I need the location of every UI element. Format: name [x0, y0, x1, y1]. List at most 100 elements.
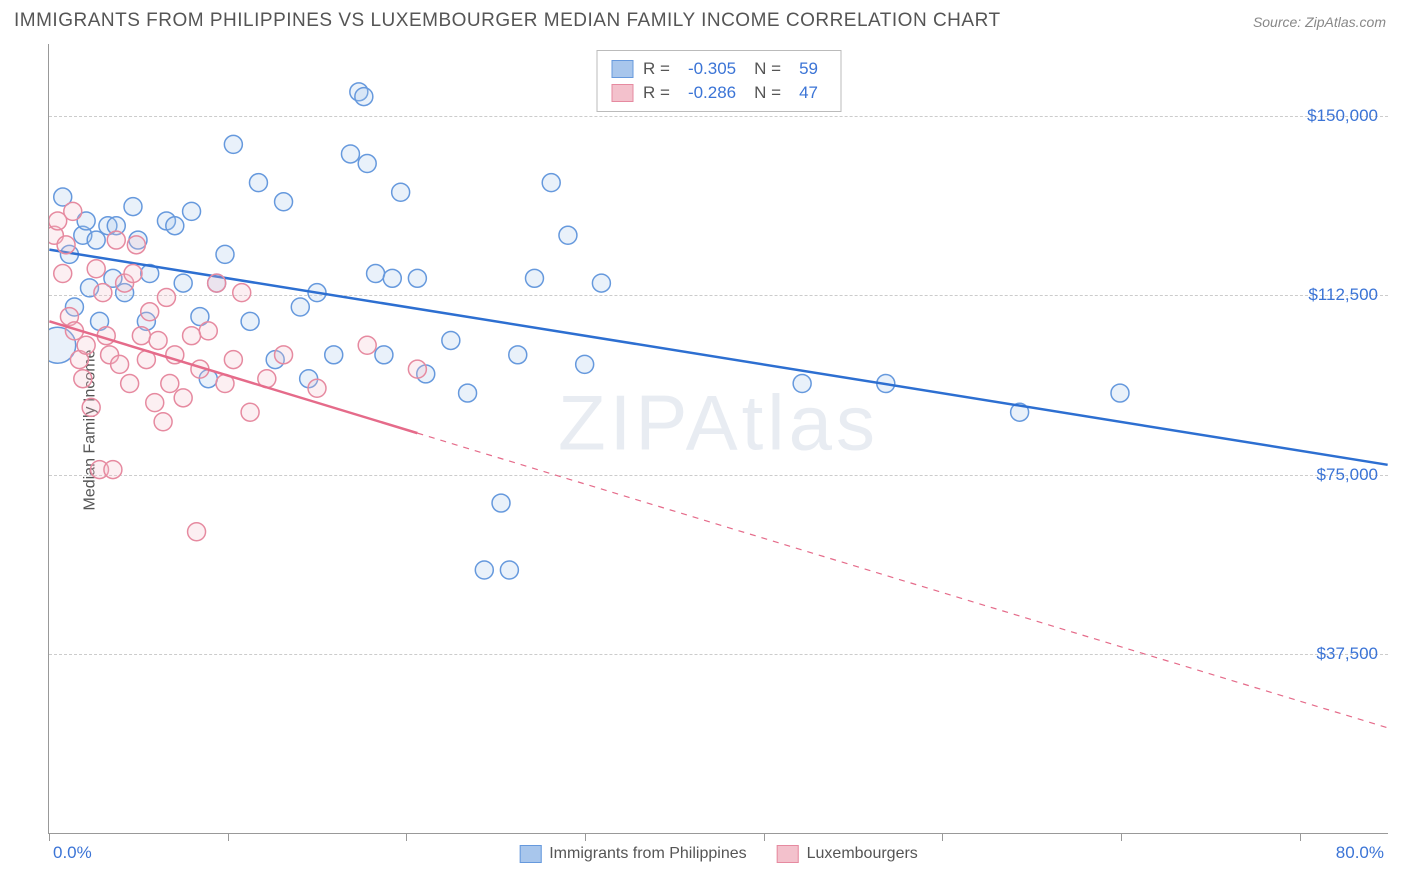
scatter-point [64, 202, 82, 220]
scatter-point [188, 523, 206, 541]
legend-swatch-bottom-1 [777, 845, 799, 863]
legend-swatch-bottom-0 [519, 845, 541, 863]
scatter-point [358, 336, 376, 354]
scatter-point [291, 298, 309, 316]
series-name-0: Immigrants from Philippines [549, 845, 746, 863]
scatter-point [492, 494, 510, 512]
scatter-point [275, 346, 293, 364]
legend-item-series-1: Luxembourgers [777, 845, 918, 863]
scatter-point [592, 274, 610, 292]
x-tick-mark [49, 833, 50, 841]
legend-swatch-series-0 [611, 60, 633, 78]
scatter-point [124, 265, 142, 283]
scatter-point [174, 274, 192, 292]
scatter-point [208, 274, 226, 292]
scatter-point [793, 375, 811, 393]
scatter-point [355, 88, 373, 106]
scatter-point [241, 403, 259, 421]
scatter-point [74, 370, 92, 388]
scatter-point [54, 265, 72, 283]
scatter-point [124, 198, 142, 216]
scatter-point [111, 355, 129, 373]
scatter-point [442, 331, 460, 349]
x-tick-mark [764, 833, 765, 841]
scatter-point [525, 269, 543, 287]
scatter-point [325, 346, 343, 364]
scatter-point [224, 351, 242, 369]
x-tick-mark [942, 833, 943, 841]
scatter-point [408, 360, 426, 378]
scatter-point [576, 355, 594, 373]
scatter-point [157, 288, 175, 306]
scatter-point [233, 284, 251, 302]
scatter-point [408, 269, 426, 287]
scatter-point [146, 394, 164, 412]
scatter-point [161, 375, 179, 393]
scatter-point [183, 202, 201, 220]
scatter-point [94, 284, 112, 302]
series-legend: Immigrants from Philippines Luxembourger… [519, 845, 918, 863]
n-value-series-1: 47 [791, 83, 826, 103]
scatter-point [57, 236, 75, 254]
r-value-series-0: -0.305 [680, 59, 744, 79]
x-tick-mark [1300, 833, 1301, 841]
scatter-point [341, 145, 359, 163]
scatter-point [104, 461, 122, 479]
scatter-point [1111, 384, 1129, 402]
scatter-point [121, 375, 139, 393]
scatter-point [308, 379, 326, 397]
r-value-series-1: -0.286 [680, 83, 744, 103]
scatter-svg [49, 44, 1388, 833]
x-axis-max-label: 80.0% [1336, 843, 1384, 863]
scatter-point [216, 245, 234, 263]
scatter-point [559, 226, 577, 244]
scatter-point [132, 327, 150, 345]
legend-item-series-0: Immigrants from Philippines [519, 845, 746, 863]
source-label: Source: ZipAtlas.com [1253, 14, 1386, 30]
scatter-point [375, 346, 393, 364]
scatter-point [149, 331, 167, 349]
scatter-point [500, 561, 518, 579]
x-axis-min-label: 0.0% [53, 843, 92, 863]
scatter-point [127, 236, 145, 254]
scatter-point [475, 561, 493, 579]
x-tick-mark [1121, 833, 1122, 841]
scatter-point [154, 413, 172, 431]
scatter-point [509, 346, 527, 364]
x-tick-mark [585, 833, 586, 841]
n-label: N = [754, 59, 781, 79]
trend-line-solid [49, 250, 1387, 465]
scatter-point [166, 217, 184, 235]
trend-line-dashed [417, 433, 1387, 728]
scatter-point [459, 384, 477, 402]
scatter-point [358, 155, 376, 173]
plot-area: ZIPAtlas R = -0.305 N = 59 R = -0.286 N … [48, 44, 1388, 834]
scatter-point [249, 174, 267, 192]
x-tick-mark [406, 833, 407, 841]
scatter-point [199, 322, 217, 340]
scatter-point [141, 303, 159, 321]
r-label: R = [643, 83, 670, 103]
legend-row-series-1: R = -0.286 N = 47 [611, 81, 826, 105]
scatter-point [241, 312, 259, 330]
scatter-point [224, 135, 242, 153]
scatter-point [174, 389, 192, 407]
scatter-point [82, 398, 100, 416]
series-name-1: Luxembourgers [807, 845, 918, 863]
x-tick-mark [228, 833, 229, 841]
scatter-point [383, 269, 401, 287]
n-value-series-0: 59 [791, 59, 826, 79]
legend-swatch-series-1 [611, 84, 633, 102]
scatter-point [107, 231, 125, 249]
chart-title: IMMIGRANTS FROM PHILIPPINES VS LUXEMBOUR… [14, 10, 1001, 32]
n-label: N = [754, 83, 781, 103]
scatter-point [392, 183, 410, 201]
scatter-point [542, 174, 560, 192]
scatter-point [183, 327, 201, 345]
correlation-legend: R = -0.305 N = 59 R = -0.286 N = 47 [596, 50, 841, 112]
r-label: R = [643, 59, 670, 79]
scatter-point [77, 336, 95, 354]
scatter-point [87, 260, 105, 278]
legend-row-series-0: R = -0.305 N = 59 [611, 57, 826, 81]
scatter-point [275, 193, 293, 211]
